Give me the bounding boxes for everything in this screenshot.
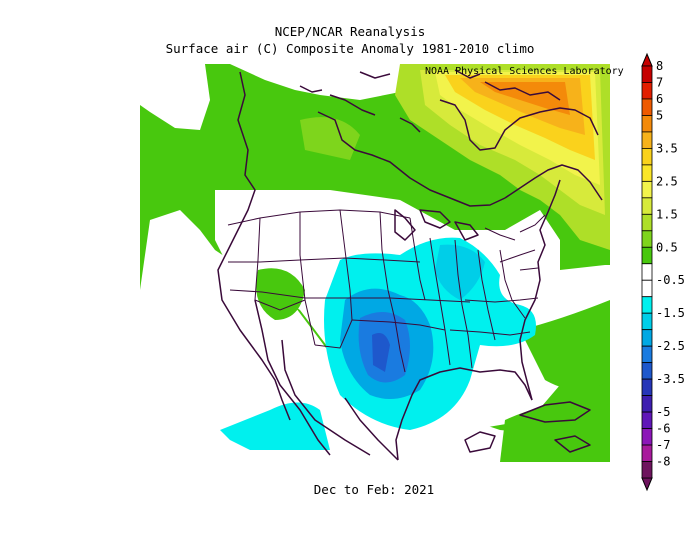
- colorbar-tick-label: 5: [656, 108, 663, 122]
- colorbar-swatch: [641, 329, 653, 347]
- colorbar-tick-label: -5: [656, 405, 670, 419]
- colorbar-swatch: [641, 395, 653, 413]
- colorbar-top-arrow: [641, 52, 653, 67]
- colorbar-swatch: [641, 197, 653, 215]
- chart-subtitle: Surface air (C) Composite Anomaly 1981-2…: [165, 41, 535, 56]
- colorbar-swatch: [641, 98, 653, 116]
- colorbar-tick-label: 3.5: [656, 141, 678, 155]
- colorbar-swatch: [641, 180, 653, 199]
- colorbar-tick-label: 8: [656, 59, 663, 73]
- colorbar-swatch: [641, 213, 653, 232]
- colorbar-tick-label: 6: [656, 92, 663, 106]
- colorbar-swatch: [641, 444, 653, 462]
- colorbar-tick-label: -2.5: [656, 339, 685, 353]
- colorbar-swatch: [641, 164, 653, 182]
- colorbar-swatch: [641, 428, 653, 446]
- colorbar-tick-label: -8: [656, 455, 670, 469]
- colorbar-swatch: [641, 296, 653, 314]
- colorbar-tick-label: 2.5: [656, 174, 678, 188]
- colorbar-tick-label: -1.5: [656, 306, 685, 320]
- colorbar-swatch: [641, 345, 653, 364]
- cold-region-1-5-east: [435, 244, 485, 300]
- colorbar-swatch: [641, 131, 653, 149]
- warm-patch-atlantic: [520, 300, 610, 390]
- colorbar-tick-label: -7: [656, 438, 670, 452]
- colorbar-tick-label: -6: [656, 422, 670, 436]
- chart-title: NCEP/NCAR Reanalysis: [274, 24, 426, 39]
- colorbar-swatch: [641, 411, 653, 429]
- state-boundaries: [227, 209, 546, 373]
- anomaly-map: [140, 64, 610, 462]
- colorbar-tick-label: 7: [656, 75, 663, 89]
- colorbar-tick-label: -3.5: [656, 372, 685, 386]
- colorbar-tick-label: -0.5: [656, 273, 685, 287]
- colorbar-swatch: [641, 461, 653, 479]
- warm-patch-canada: [300, 117, 360, 160]
- credit-label: NOAA Physical Sciences Laboratory: [425, 66, 624, 77]
- colorbar-swatch: [641, 312, 653, 331]
- colorbar-swatch: [641, 82, 653, 100]
- colorbar: 8 7 6 5 3.5 2.5 1.5 0.5 -0.5 -1.5 -2.5 -3.5 -5 -6 -7 -8: [641, 52, 685, 492]
- colorbar-swatch: [641, 246, 653, 265]
- colorbar-swatch: [641, 362, 653, 380]
- period-label: Dec to Feb: 2021: [313, 482, 435, 497]
- colorbar-tick-label: 1.5: [656, 207, 678, 221]
- colorbar-tick-label: 0.5: [656, 240, 678, 254]
- colorbar-swatch: [641, 115, 653, 133]
- coastlines: [217, 69, 603, 461]
- colorbar-swatch: [641, 279, 653, 298]
- colorbar-swatch: [641, 230, 653, 248]
- colorbar-bottom-arrow: [641, 477, 653, 492]
- colorbar-swatch: [641, 148, 653, 166]
- cold-region-3: [372, 332, 390, 372]
- colorbar-swatch: [641, 65, 653, 83]
- colorbar-swatch: [641, 263, 653, 281]
- colorbar-swatch: [641, 378, 653, 396]
